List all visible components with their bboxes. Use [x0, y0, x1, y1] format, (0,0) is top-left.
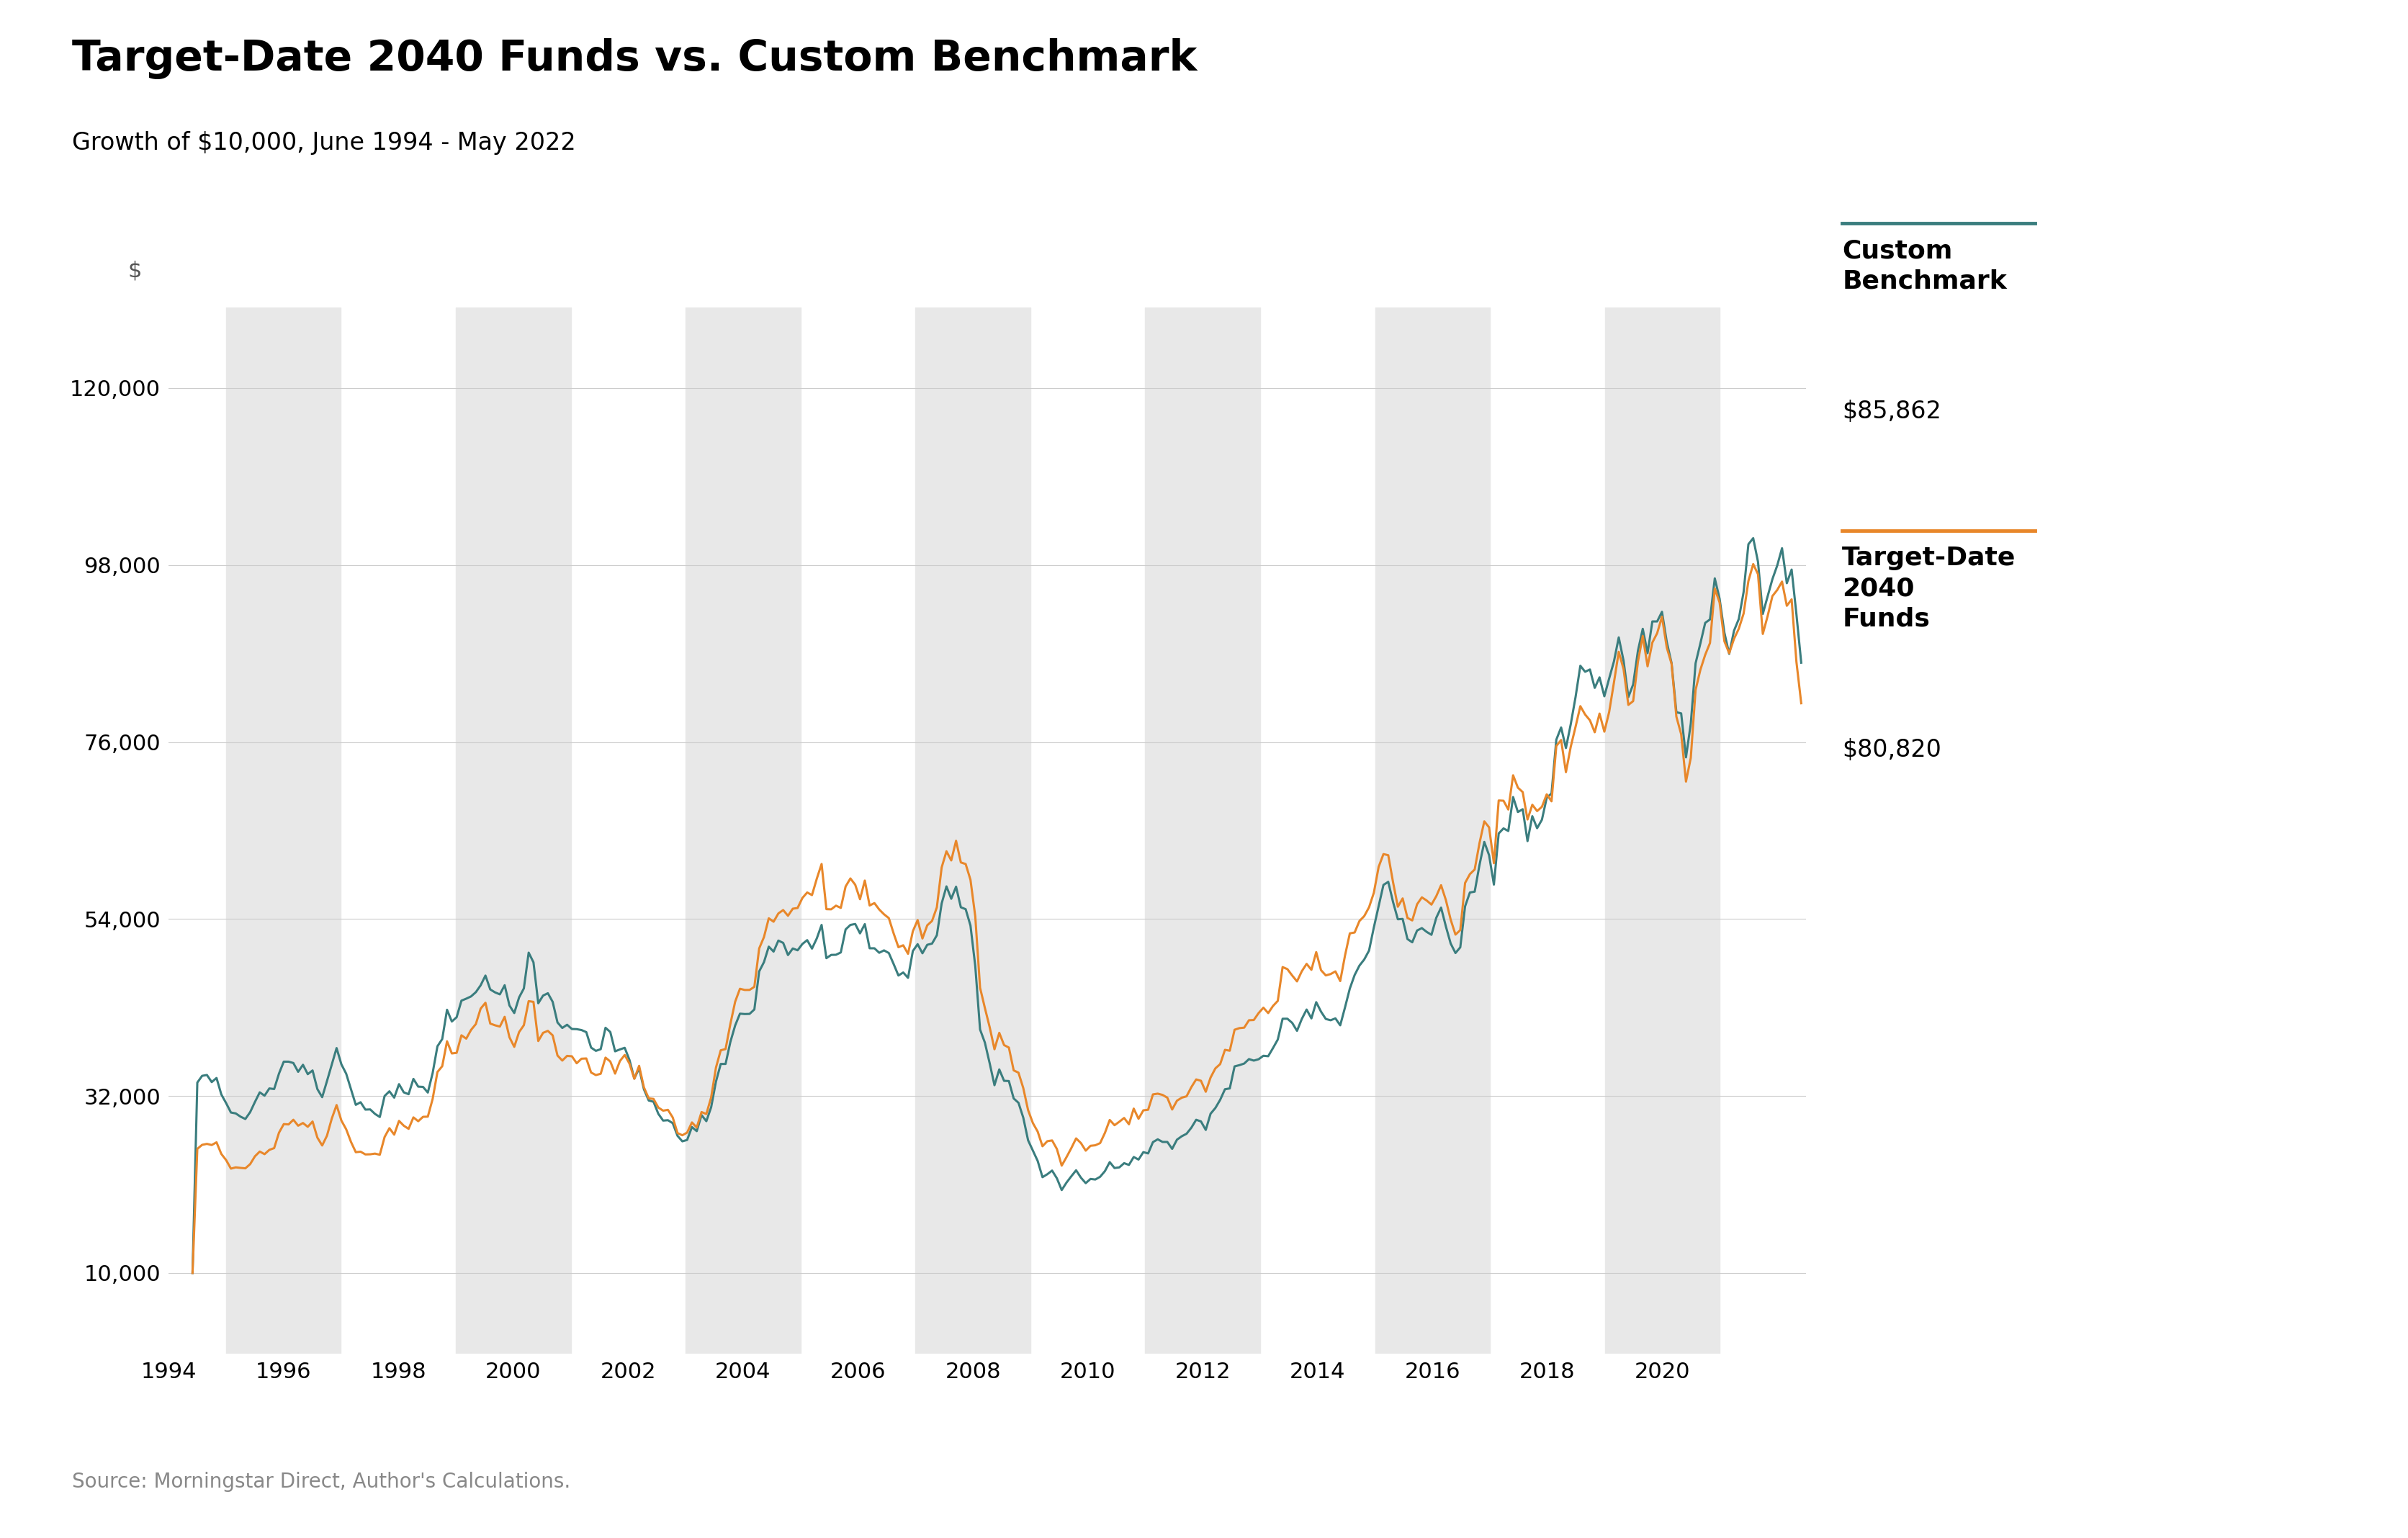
Bar: [1604, 308, 1719, 1353]
Text: Target-Date
2040
Funds: Target-Date 2040 Funds: [1842, 546, 2015, 631]
Text: Growth of $10,000, June 1994 - May 2022: Growth of $10,000, June 1994 - May 2022: [72, 131, 576, 154]
Bar: [915, 308, 1031, 1353]
Bar: [1375, 308, 1491, 1353]
Text: Target-Date 2040 Funds vs. Custom Benchmark: Target-Date 2040 Funds vs. Custom Benchm…: [72, 38, 1197, 80]
Bar: [1146, 308, 1259, 1353]
Text: $: $: [128, 260, 142, 281]
Bar: [455, 308, 571, 1353]
Text: Custom
Benchmark: Custom Benchmark: [1842, 238, 2006, 294]
Text: $80,820: $80,820: [1842, 738, 1941, 761]
Bar: [226, 308, 342, 1353]
Text: Source: Morningstar Direct, Author's Calculations.: Source: Morningstar Direct, Author's Cal…: [72, 1472, 571, 1492]
Text: $85,862: $85,862: [1842, 400, 1941, 423]
Bar: [686, 308, 799, 1353]
